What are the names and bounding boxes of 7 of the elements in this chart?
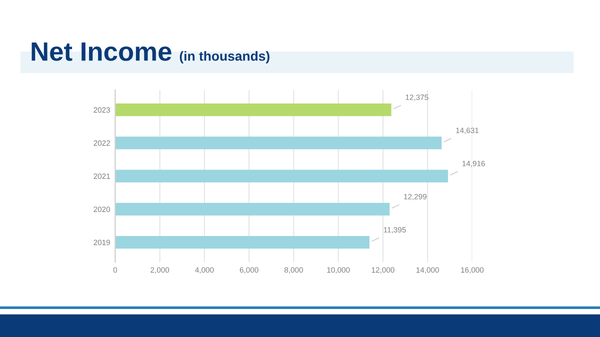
bar [115, 202, 390, 216]
bar [115, 170, 448, 182]
chart-title: Net Income [32, 42, 172, 61]
bar [115, 136, 442, 150]
chart-subtitle: (in thousands) [180, 51, 270, 64]
bar [115, 236, 370, 249]
bar [115, 104, 392, 116]
